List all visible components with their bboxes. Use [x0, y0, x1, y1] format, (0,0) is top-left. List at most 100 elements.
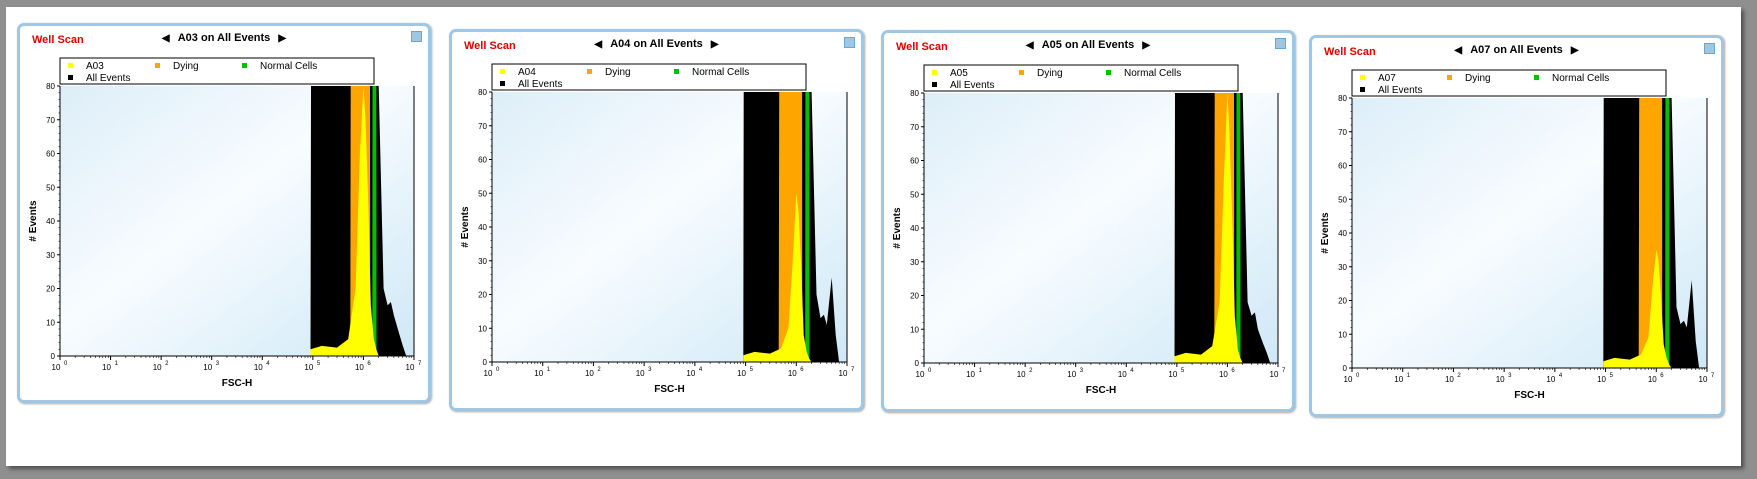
previous-well-button[interactable]: ◀	[161, 33, 170, 44]
legend-swatch	[242, 63, 247, 68]
legend: A04 Dying Normal Cells All Events	[491, 63, 807, 91]
next-well-button[interactable]: ▶	[1142, 40, 1151, 51]
chart-title-bar: ◀ A05 on All Events ▶	[884, 39, 1292, 51]
x-tick-exponent: 0	[496, 367, 500, 373]
x-tick-exponent: 3	[648, 367, 652, 373]
legend-swatch	[1106, 70, 1111, 75]
x-tick-exponent: 2	[1457, 373, 1461, 379]
x-tick-label: 10	[1445, 375, 1454, 384]
x-tick-exponent: 2	[1029, 368, 1033, 374]
x-tick-exponent: 5	[317, 361, 321, 367]
x-tick-label: 10	[1699, 375, 1708, 384]
previous-well-button[interactable]: ◀	[1454, 45, 1463, 56]
panel-menu-icon[interactable]	[1275, 38, 1286, 49]
y-axis-label: # Events	[892, 207, 903, 249]
y-tick-label: 80	[1338, 94, 1347, 103]
y-tick-label: 60	[46, 150, 55, 159]
y-tick-label: 10	[46, 318, 55, 327]
x-tick-exponent: 7	[418, 361, 422, 367]
y-tick-label: 20	[46, 285, 55, 294]
x-tick-exponent: 0	[928, 368, 932, 374]
legend-label: A03	[86, 61, 104, 72]
series-a05-area	[1174, 93, 1243, 363]
x-tick-exponent: 4	[1559, 373, 1563, 379]
x-tick-label: 10	[916, 370, 925, 379]
legend-box	[1351, 69, 1667, 97]
x-tick-exponent: 7	[1282, 368, 1286, 374]
previous-well-button[interactable]: ◀	[594, 39, 603, 50]
series-a03-area	[310, 86, 379, 356]
x-tick-exponent: 1	[115, 361, 119, 367]
legend-swatch	[1534, 75, 1539, 80]
legend-swatch	[1447, 75, 1452, 80]
y-tick-label: 30	[46, 251, 55, 260]
series-a04-area	[743, 193, 812, 362]
legend-swatch	[932, 70, 937, 75]
chart-panel-a05: Well Scan ◀ A05 on All Events ▶ A05 Dying No…	[881, 30, 1295, 412]
legend-swatch	[155, 63, 160, 68]
x-tick-label: 10	[636, 369, 645, 378]
chart-title: A05 on All Events	[1041, 39, 1135, 51]
x-tick-exponent: 7	[851, 367, 855, 373]
x-axis-label: FSC-H	[654, 384, 685, 395]
y-tick-label: 70	[910, 123, 919, 132]
series-normal-cells-area	[1236, 93, 1241, 363]
x-tick-label: 10	[406, 363, 415, 372]
legend-label: All Events	[518, 79, 562, 90]
panel-menu-icon[interactable]	[411, 31, 422, 42]
x-tick-label: 10	[1270, 370, 1279, 379]
y-tick-label: 10	[910, 325, 919, 334]
y-tick-label: 20	[478, 291, 487, 300]
x-tick-label: 10	[102, 363, 111, 372]
x-tick-exponent: 3	[216, 361, 220, 367]
legend-label: A07	[1378, 73, 1396, 84]
y-tick-label: 30	[478, 257, 487, 266]
next-well-button[interactable]: ▶	[1570, 45, 1579, 56]
legend-label: Dying	[605, 67, 631, 78]
x-tick-exponent: 5	[750, 367, 754, 373]
y-tick-label: 40	[46, 217, 55, 226]
x-tick-label: 10	[1344, 375, 1353, 384]
x-tick-label: 10	[254, 363, 263, 372]
y-tick-label: 60	[1338, 162, 1347, 171]
y-tick-label: 50	[1338, 195, 1347, 204]
y-tick-label: 20	[910, 292, 919, 301]
y-tick-label: 40	[1338, 229, 1347, 238]
x-tick-label: 10	[585, 369, 594, 378]
previous-well-button[interactable]: ◀	[1025, 40, 1034, 51]
x-tick-exponent: 3	[1508, 373, 1512, 379]
legend-swatch	[1360, 87, 1365, 92]
legend-label: Dying	[173, 61, 199, 72]
x-tick-label: 10	[153, 363, 162, 372]
x-axis-label: FSC-H	[222, 378, 253, 389]
x-tick-exponent: 2	[165, 361, 169, 367]
x-tick-label: 10	[534, 369, 543, 378]
legend-swatch	[1360, 75, 1365, 80]
panel-menu-icon[interactable]	[1704, 43, 1715, 54]
legend-label: Dying	[1037, 68, 1063, 79]
x-tick-label: 10	[304, 363, 313, 372]
x-tick-exponent: 1	[979, 368, 983, 374]
x-tick-label: 10	[686, 369, 695, 378]
y-tick-label: 10	[1338, 330, 1347, 339]
y-tick-label: 40	[478, 223, 487, 232]
legend-label: Normal Cells	[1124, 68, 1181, 79]
y-tick-label: 70	[46, 116, 55, 125]
y-tick-label: 80	[478, 88, 487, 97]
window-frame: Well Scan ◀ A03 on All Events ▶ A03 Dying No…	[6, 7, 1741, 466]
legend-label: Normal Cells	[260, 61, 317, 72]
next-well-button[interactable]: ▶	[278, 33, 287, 44]
legend-label: All Events	[86, 73, 130, 84]
x-tick-label: 10	[1496, 375, 1505, 384]
x-tick-exponent: 0	[64, 361, 68, 367]
y-tick-label: 50	[910, 190, 919, 199]
legend-swatch	[932, 82, 937, 87]
next-well-button[interactable]: ▶	[710, 39, 719, 50]
y-tick-label: 50	[46, 183, 55, 192]
panel-menu-icon[interactable]	[844, 37, 855, 48]
y-tick-label: 0	[483, 358, 488, 367]
x-tick-exponent: 2	[597, 367, 601, 373]
x-axis-label: FSC-H	[1514, 390, 1545, 401]
